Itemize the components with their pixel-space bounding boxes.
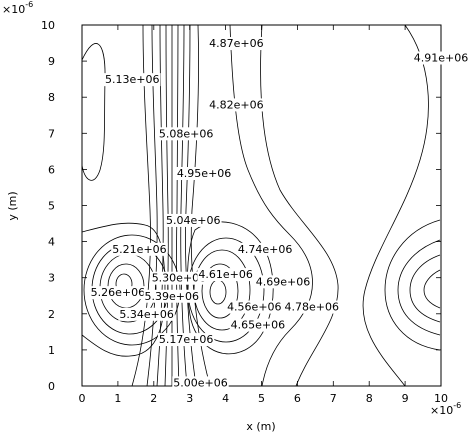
x-tick-label: 5	[258, 392, 265, 405]
contour-line	[409, 254, 441, 323]
y-tick-label: 6	[48, 163, 55, 176]
contour-label-background	[89, 286, 147, 300]
contour-value-label: 4.91e+06	[414, 51, 468, 64]
contour-value-label: 4.95e+06	[177, 167, 231, 180]
contour-value-label: 4.61e+06	[198, 268, 252, 281]
contour-value-label: 4.65e+06	[231, 319, 285, 332]
y-tick-label: 5	[48, 200, 55, 213]
contour-line	[180, 24, 188, 387]
contour-label-background	[236, 242, 294, 256]
y-axis-label: y (m)	[6, 191, 19, 220]
contour-value-label: 5.21e+06	[112, 243, 166, 256]
contour-line	[362, 24, 429, 387]
contour-label-background	[208, 98, 265, 112]
contour-value-label: 5.26e+06	[91, 286, 145, 299]
contour-label-background	[283, 300, 341, 314]
contour-label-background	[208, 37, 265, 51]
x-axis-exponent: ×10-6	[430, 401, 461, 417]
contour-line	[397, 239, 441, 336]
contour-line	[201, 263, 239, 319]
contour-value-label: 4.69e+06	[256, 275, 310, 288]
contour-line	[164, 24, 169, 387]
contour-value-label: 4.78e+06	[285, 301, 339, 314]
x-tick-label: 4	[222, 392, 229, 405]
contour-value-label: 4.87e+06	[209, 37, 263, 50]
contour-line	[423, 269, 441, 309]
contour-line	[190, 24, 211, 387]
contour-line	[229, 24, 313, 387]
contour-label-background	[165, 213, 222, 227]
y-axis-exponent: ×10-6	[2, 0, 33, 16]
y-tick-label: 8	[48, 91, 55, 104]
x-axis-label: x (m)	[246, 420, 275, 433]
x-tick-label: 2	[150, 392, 157, 405]
y-tick-label: 0	[48, 380, 55, 393]
contour-value-label: 5.13e+06	[105, 73, 159, 86]
x-tick-label: 10	[434, 392, 448, 405]
contour-label-background	[175, 167, 233, 181]
contour-value-label: 5.34e+06	[119, 308, 173, 321]
contour-line	[81, 43, 106, 181]
contour-value-label: 5.04e+06	[166, 214, 220, 227]
contour-value-label: 5.30e+06	[152, 272, 206, 285]
x-tick-label: 6	[294, 392, 301, 405]
contour-label-background	[118, 307, 175, 321]
contour-label-background	[197, 268, 254, 282]
contour-label-background	[254, 275, 312, 289]
x-tick-label: 1	[114, 392, 121, 405]
contour-label-background	[412, 51, 470, 65]
contour-label-background	[111, 242, 168, 256]
y-tick-label: 1	[48, 344, 55, 357]
y-tick-label: 4	[48, 236, 55, 249]
contour-label-background	[226, 300, 283, 314]
x-tick-label: 8	[366, 392, 373, 405]
contour-line	[185, 24, 197, 387]
contour-label-background	[172, 376, 229, 390]
contour-label-background	[157, 333, 215, 347]
contour-line	[384, 219, 441, 351]
x-axis-ticks: 0 1 2 3 4 5 6 7 8 9 10	[79, 25, 448, 405]
contour-value-label: 5.00e+06	[173, 376, 227, 389]
contour-value-label: 5.08e+06	[159, 127, 213, 140]
y-tick-label: 3	[48, 272, 55, 285]
contour-value-label: 4.74e+06	[238, 243, 292, 256]
contour-label-background	[157, 127, 215, 141]
contour-label-background	[229, 318, 287, 332]
contour-value-label: 4.56e+06	[227, 301, 281, 314]
contour-value-label: 4.82e+06	[209, 98, 263, 111]
x-tick-label: 3	[186, 392, 193, 405]
y-tick-label: 10	[41, 19, 55, 32]
y-tick-label: 2	[48, 308, 55, 321]
contour-value-label: 5.39e+06	[145, 290, 199, 303]
contour-label-background	[143, 289, 200, 303]
contour-value-label: 5.17e+06	[159, 333, 213, 346]
x-tick-label: 9	[402, 392, 409, 405]
contour-label-background	[104, 73, 161, 87]
contour-labels: 4.87e+06 4.91e+06 5.13e+06 4.82e+06 5.08e+06…	[89, 37, 470, 390]
y-axis-ticks: 0 1 2 3 4 5 6 7 8 9 10	[41, 19, 441, 393]
contour-line	[176, 24, 180, 387]
y-tick-label: 7	[48, 127, 55, 140]
contour-label-background	[150, 271, 208, 285]
x-tick-label: 7	[330, 392, 337, 405]
y-tick-label: 9	[48, 55, 55, 68]
x-tick-label: 0	[79, 392, 86, 405]
